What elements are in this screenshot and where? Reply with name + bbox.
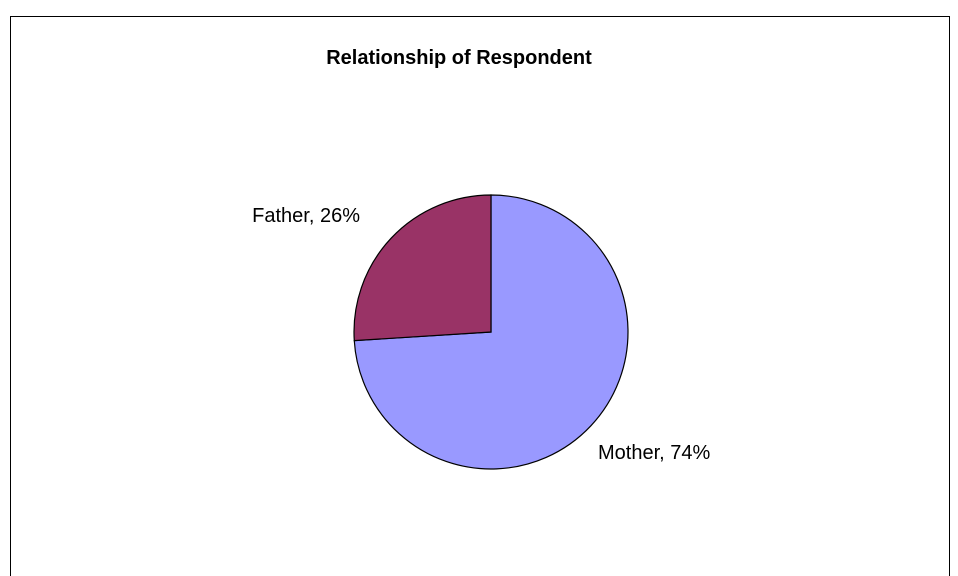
chart-title: Relationship of Respondent [326, 47, 592, 69]
pie-slice-father [353, 194, 492, 342]
pie-chart: Relationship of Respondent Mother, 74% Fa… [252, 47, 711, 470]
slice-label-mother: Mother, 74% [598, 442, 711, 464]
chart-frame [10, 16, 950, 576]
slice-labels: Mother, 74% Father, 26% [252, 205, 710, 464]
pie-slices [353, 194, 629, 470]
slice-label-father: Father, 26% [252, 205, 360, 227]
